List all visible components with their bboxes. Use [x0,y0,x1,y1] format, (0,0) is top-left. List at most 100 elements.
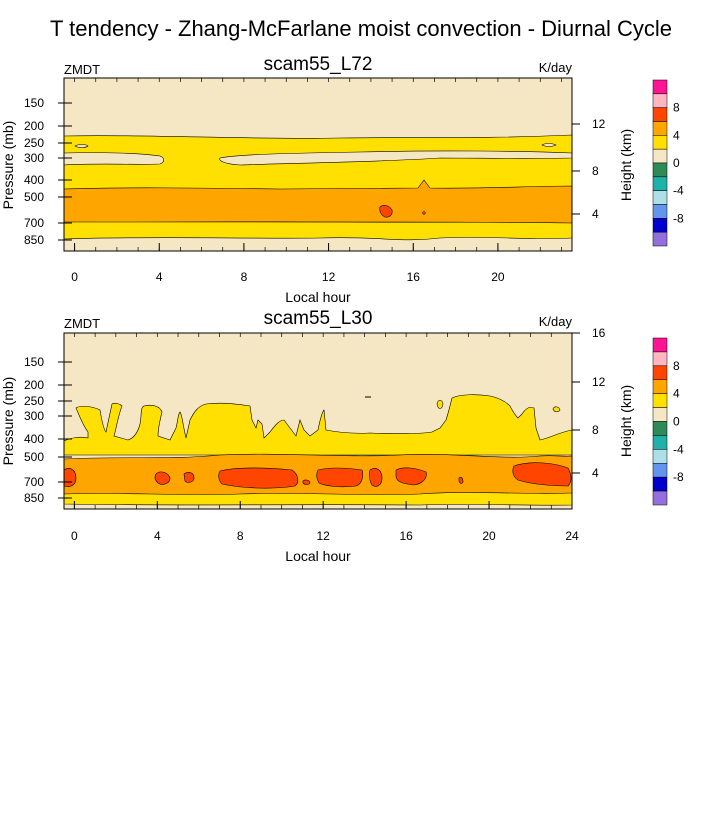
x-tick-label: 12 [322,270,336,284]
y-tick-label: 150 [24,355,44,369]
colorbar-label: -4 [673,442,684,456]
panel-1-contour-4 [63,179,573,224]
panel-1-x-axis: 0 4 8 12 16 20 [71,78,562,284]
panel-1-xlabel: Local hour [285,289,351,305]
colorbar-swatch [652,490,668,506]
figure-title: T tendency - Zhang-McFarlane moist conve… [50,16,672,41]
colorbar-swatch [652,135,668,150]
colorbar-swatch [652,393,668,408]
panel-1-contour-2-low [63,220,573,241]
colorbar-swatch [652,435,668,450]
panel-2-yellow-spot [436,399,444,409]
x-tick-label: 0 [71,270,78,284]
x-tick-label: 8 [241,270,248,284]
y-tick-label: 850 [24,233,44,247]
y-tick-label: 250 [24,394,44,408]
panel-2-variable-label: ZMDT [64,316,100,331]
panel-1-contour-light-3 [74,144,89,148]
colorbar-label: 8 [673,101,680,115]
panel-1-right-label: Height (km) [618,129,634,201]
right-tick-label: 16 [592,326,606,340]
right-tick-label: 12 [592,375,606,389]
panel-1-colorbar: 8 4 0 -4 -8 [652,79,684,247]
y-tick-label: 400 [24,173,44,187]
colorbar-swatch [652,476,668,492]
colorbar-swatch [652,79,668,95]
x-tick-label: 12 [317,529,331,543]
panel-2-right-axis: 4 8 12 16 [572,326,606,480]
panel-2-title: scam55_L30 [264,308,373,329]
colorbar-swatch [652,190,668,205]
colorbar-label: 4 [673,128,680,142]
panel-1-ylabel: Pressure (mb) [0,121,16,210]
panel-2-plot [63,332,573,510]
colorbar-swatch [652,93,668,108]
y-tick-label: 250 [24,136,44,150]
y-tick-label: 400 [24,432,44,446]
panel-2-units-label: K/day [539,314,573,329]
y-tick-label: 700 [24,475,44,489]
panel-1-frame [63,77,573,252]
colorbar-swatch [652,148,668,164]
y-tick-label: 500 [24,190,44,204]
colorbar-swatch [652,218,668,233]
right-tick-label: 4 [592,207,599,221]
colorbar-swatch [652,204,668,219]
y-tick-label: 500 [24,450,44,464]
panel-1-contour-6 [379,205,393,218]
colorbar-swatch [652,176,668,191]
panel-2-right-label: Height (km) [618,385,634,457]
panel-2-red-7 [395,467,427,486]
colorbar-swatch [652,351,668,367]
x-tick-label: 4 [154,529,161,543]
colorbar-swatch [652,337,668,353]
x-tick-label: 16 [407,270,421,284]
panel-2-yellow-spot-2 [552,406,561,413]
right-tick-label: 12 [592,117,606,131]
panel-2-red-6 [369,468,383,487]
panel-2-red-10 [458,476,464,484]
panel-1-contour-light-2 [219,150,573,166]
panel-2-red-1 [63,468,77,487]
panel-2-ylabel: Pressure (mb) [0,377,16,466]
panel-2-red-8 [512,462,572,487]
y-tick-label: 850 [24,491,44,505]
y-tick-label: 300 [24,409,44,423]
x-tick-label: 24 [565,529,579,543]
y-tick-label: 300 [24,151,44,165]
x-tick-label: 20 [491,270,505,284]
x-tick-label: 0 [71,529,78,543]
colorbar-label: 0 [673,415,680,429]
colorbar-swatch [652,365,668,381]
panel-2-red-5 [316,467,364,488]
y-tick-label: 200 [24,378,44,392]
panel-1-title: scam55_L72 [264,54,373,75]
x-tick-label: 20 [482,529,496,543]
colorbar-label: 8 [673,359,680,373]
panel-1-right-axis: 4 8 12 [572,117,606,221]
panel-1-contour-light [63,152,165,166]
colorbar-label: -8 [673,211,684,225]
panel-1-contour-6-dot [422,211,426,215]
y-tick-label: 200 [24,119,44,133]
colorbar-swatch [652,463,668,478]
panel-2-xlabel: Local hour [285,548,351,564]
panel-2-red-3 [183,472,195,483]
x-tick-label: 16 [399,529,413,543]
colorbar-swatch [652,121,668,136]
colorbar-label: -4 [673,184,684,198]
colorbar-swatch [652,449,668,464]
y-tick-label: 700 [24,216,44,230]
panel-2-x-axis: 0 4 8 12 16 20 24 [71,333,579,543]
colorbar-label: 4 [673,387,680,401]
panel-2-red-9 [302,479,311,485]
panel-2-red-2 [154,471,171,485]
colorbar-swatch [652,407,668,422]
colorbar-swatch [652,379,668,394]
right-tick-label: 8 [592,164,599,178]
panel-1-plot [63,77,573,252]
